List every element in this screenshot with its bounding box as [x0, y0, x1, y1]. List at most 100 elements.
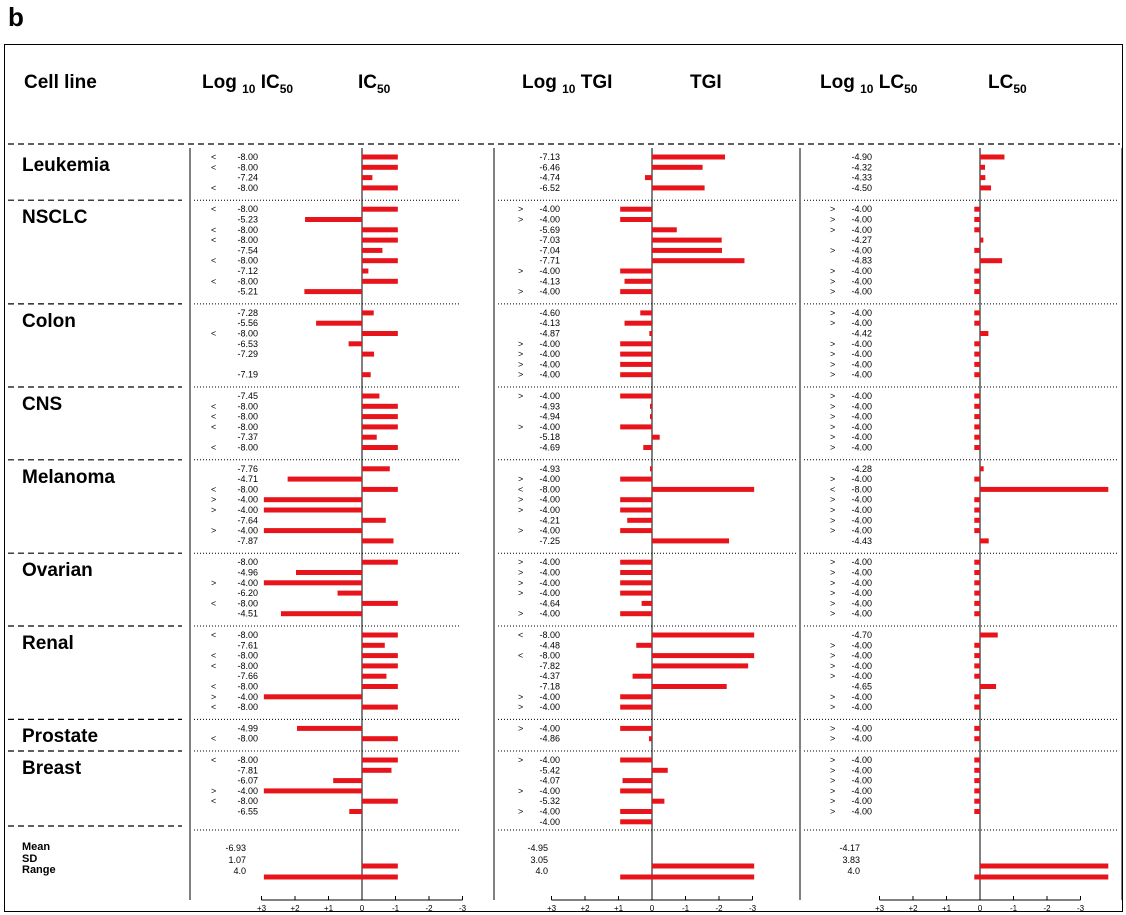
bar-ic50 — [362, 247, 383, 253]
bar-lc50 — [974, 320, 980, 326]
header-log-lc50: Log 10 LC50 — [820, 72, 918, 96]
bound-sign: < — [211, 661, 216, 671]
row-value: -4.93 — [539, 464, 560, 474]
bar-ic50 — [362, 798, 398, 804]
bar-ic50 — [362, 393, 380, 399]
bar-ic50 — [362, 538, 394, 544]
bound-sign: > — [830, 578, 835, 588]
bound-sign: < — [518, 630, 523, 640]
bound-sign: > — [830, 526, 835, 536]
bar-tgi — [620, 757, 652, 763]
bar-tgi — [652, 154, 726, 160]
row-value: -4.00 — [851, 723, 872, 733]
row-value: -7.64 — [237, 515, 258, 525]
bar-ic50 — [263, 788, 362, 794]
bar-lc50 — [974, 206, 980, 212]
row-value: -4.00 — [851, 412, 872, 422]
row-value: -5.32 — [539, 796, 560, 806]
row-value: -4.00 — [851, 671, 872, 681]
bar-lc50 — [974, 736, 980, 742]
bar-lc50 — [974, 268, 980, 274]
row-value: -4.50 — [851, 183, 872, 193]
bound-sign: < — [211, 702, 216, 712]
bar-tgi — [652, 653, 755, 659]
row-value: -7.28 — [237, 308, 258, 318]
row-value: -7.71 — [539, 256, 560, 266]
bar-lc50 — [974, 517, 980, 523]
row-value: -4.00 — [539, 588, 560, 598]
bound-sign: > — [830, 568, 835, 578]
row-value: -4.00 — [851, 786, 872, 796]
bound-sign: < — [211, 734, 216, 744]
bar-lc50 — [974, 767, 980, 773]
row-value: -8.00 — [237, 630, 258, 640]
row-value: -8.00 — [237, 661, 258, 671]
row-value: -4.00 — [539, 339, 560, 349]
summary-range-bar-tgi — [620, 874, 755, 880]
row-value: -8.00 — [237, 702, 258, 712]
bar-tgi — [652, 663, 749, 669]
bound-sign: > — [830, 640, 835, 650]
bound-sign: < — [518, 484, 523, 494]
bar-tgi — [652, 632, 755, 638]
bound-sign: > — [830, 505, 835, 515]
row-value: -4.00 — [851, 266, 872, 276]
row-value: -8.00 — [237, 162, 258, 172]
row-value: -4.00 — [851, 339, 872, 349]
row-value: -4.00 — [539, 807, 560, 817]
summary-bar-ic50 — [362, 863, 398, 869]
bound-sign: < — [211, 796, 216, 806]
tick-label: +3 — [875, 904, 885, 913]
bar-lc50 — [980, 164, 986, 170]
row-value: -4.13 — [539, 276, 560, 286]
bar-lc50 — [974, 445, 980, 450]
row-value: -4.60 — [539, 308, 560, 318]
bar-tgi — [652, 258, 745, 264]
row-value: -4.00 — [539, 692, 560, 702]
row-value: -7.76 — [237, 464, 258, 474]
summary-bar-tgi — [652, 863, 755, 869]
bar-tgi — [620, 217, 652, 222]
row-value: -5.42 — [539, 765, 560, 775]
row-value: -4.00 — [237, 692, 258, 702]
header-tgi: TGI — [690, 72, 722, 93]
bar-lc50 — [980, 258, 1003, 264]
row-value: -4.00 — [539, 422, 560, 432]
bound-sign: < — [518, 651, 523, 661]
bar-tgi — [620, 507, 652, 513]
row-value: -7.13 — [539, 152, 560, 162]
summary-range-bar-ic50 — [263, 874, 398, 880]
row-value: -4.21 — [539, 515, 560, 525]
bound-sign: < — [211, 598, 216, 608]
bound-sign: > — [518, 723, 523, 733]
bar-lc50 — [980, 466, 984, 472]
group-label-prostate: Prostate — [22, 726, 99, 748]
bar-ic50 — [304, 289, 362, 295]
row-value: -4.00 — [539, 204, 560, 214]
row-value: -4.00 — [851, 370, 872, 380]
row-value: -7.03 — [539, 235, 560, 245]
row-value: -8.00 — [237, 235, 258, 245]
row-value: -6.55 — [237, 807, 258, 817]
bound-sign: < — [211, 183, 216, 193]
row-value: -8.00 — [539, 651, 560, 661]
bar-lc50 — [980, 154, 1005, 160]
row-value: -8.00 — [237, 183, 258, 193]
bar-tgi — [643, 445, 652, 450]
bar-tgi — [620, 570, 652, 575]
row-value: -4.99 — [237, 723, 258, 733]
bound-sign: > — [830, 349, 835, 359]
row-value: -4.00 — [851, 287, 872, 297]
bound-sign: > — [830, 786, 835, 796]
row-value: -4.74 — [539, 173, 560, 183]
tick-label: 0 — [650, 904, 655, 913]
bound-sign: < — [211, 422, 216, 432]
row-value: -4.00 — [851, 702, 872, 712]
bar-ic50 — [362, 331, 398, 336]
row-value: -4.51 — [237, 609, 258, 619]
row-value: -4.13 — [539, 318, 560, 328]
row-value: -4.94 — [539, 412, 560, 422]
row-value: -4.90 — [851, 152, 872, 162]
bar-ic50 — [362, 268, 369, 274]
row-value: -8.00 — [237, 276, 258, 286]
